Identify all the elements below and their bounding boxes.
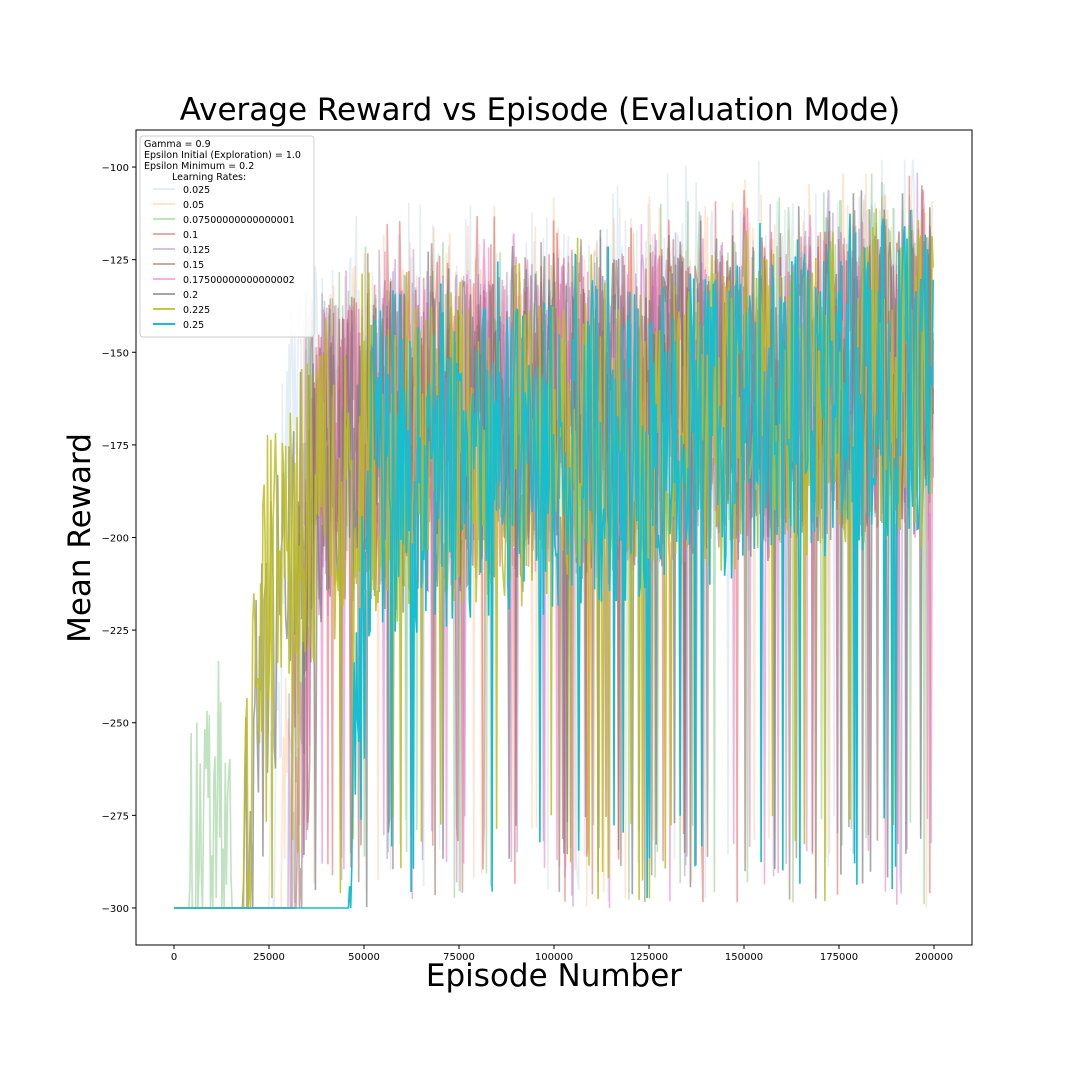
legend-entry-8: 0.225 <box>183 305 210 316</box>
x-tick-label: 175000 <box>820 952 858 963</box>
series-line-9 <box>174 209 934 909</box>
series-layer <box>174 159 934 910</box>
legend-info-line: Epsilon Initial (Exploration) = 1.0 <box>144 150 301 161</box>
y-tick-label: −100 <box>102 163 129 174</box>
legend-entry-9: 0.25 <box>183 320 204 331</box>
chart-title: Average Reward vs Episode (Evaluation Mo… <box>179 92 901 128</box>
x-tick-label: 125000 <box>630 952 668 963</box>
x-tick-label: 150000 <box>725 952 763 963</box>
y-tick-label: −175 <box>102 441 129 452</box>
legend-entry-0: 0.025 <box>183 185 210 196</box>
legend-entry-5: 0.15 <box>183 260 204 271</box>
legend-box <box>139 135 315 338</box>
x-tick-label: 25000 <box>253 952 285 963</box>
y-axis-ticks: −100 −125 −150 −175 −200 −225 −250 −275 −300 <box>102 163 136 915</box>
y-tick-label: −150 <box>102 348 129 359</box>
legend-entry-7: 0.2 <box>183 290 198 301</box>
legend-entry-3: 0.1 <box>183 230 198 241</box>
x-tick-label: 50000 <box>348 952 380 963</box>
legend-entry-6: 0.17500000000000002 <box>183 275 295 286</box>
x-axis-label: Episode Number <box>425 958 683 994</box>
x-tick-label: 75000 <box>443 952 475 963</box>
x-tick-label: 0 <box>171 952 177 963</box>
legend-entry-4: 0.125 <box>183 245 210 256</box>
legend-info-line: Gamma = 0.9 <box>144 139 211 150</box>
y-axis-label: Mean Reward <box>62 433 98 643</box>
legend-entry-1: 0.05 <box>183 200 204 211</box>
legend-entry-2: 0.07500000000000001 <box>183 215 295 226</box>
legend-info-line: Epsilon Minimum = 0.2 <box>144 161 254 172</box>
y-tick-label: −300 <box>102 904 129 915</box>
y-tick-label: −275 <box>102 811 129 822</box>
y-tick-label: −125 <box>102 256 129 267</box>
y-tick-label: −250 <box>102 719 129 730</box>
x-axis-ticks: 0 25000 50000 75000 100000 125000 150000 175000… <box>171 945 953 963</box>
legend-title: Learning Rates: <box>172 172 246 183</box>
y-tick-label: −225 <box>102 626 129 637</box>
x-tick-label: 200000 <box>915 952 953 963</box>
y-tick-label: −200 <box>102 534 129 545</box>
x-tick-label: 100000 <box>535 952 573 963</box>
